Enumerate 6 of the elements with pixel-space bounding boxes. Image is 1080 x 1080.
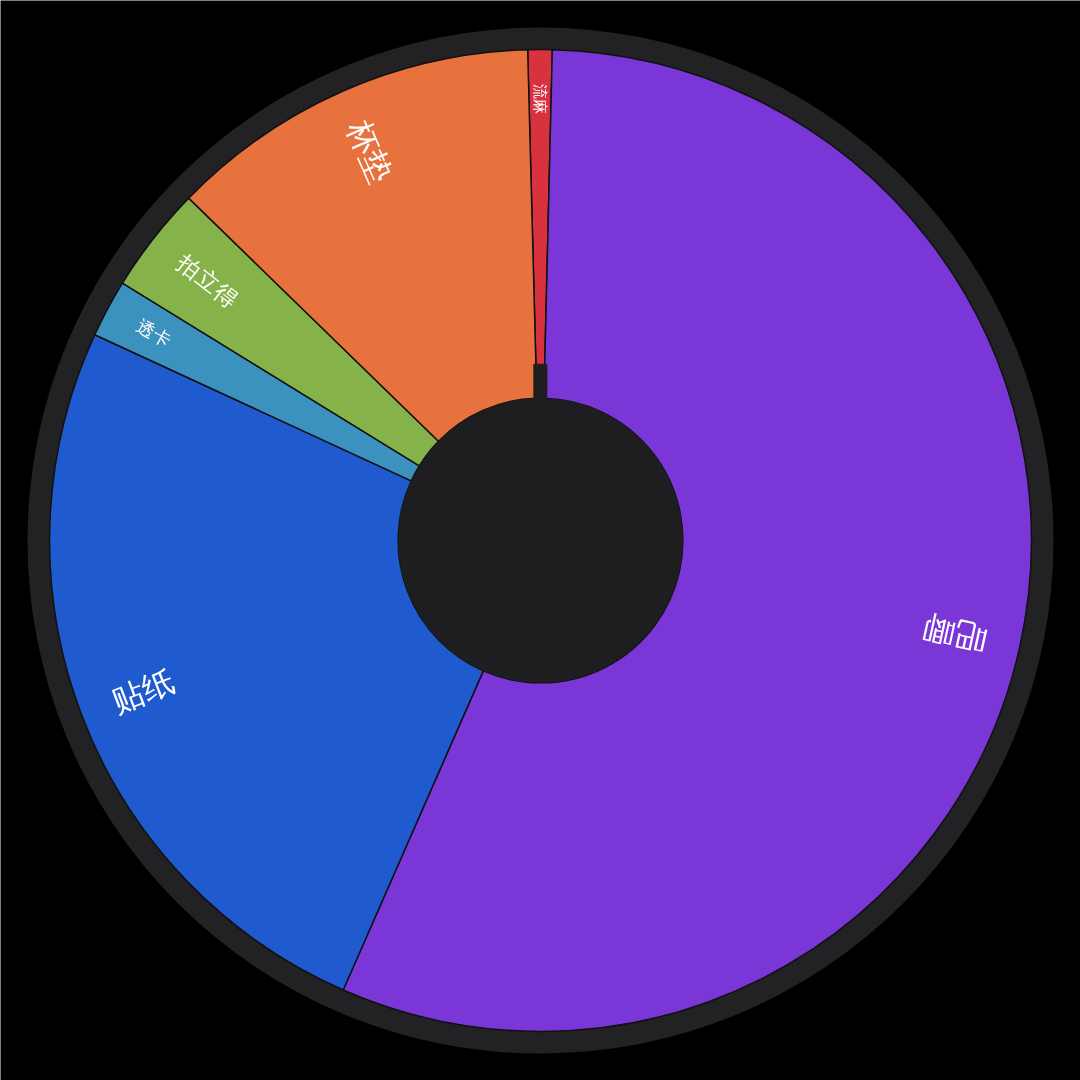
slice-label: 流麻 <box>531 83 550 114</box>
slice-label: 吧唧 <box>919 607 991 659</box>
slice-label: 贴纸 <box>106 661 181 721</box>
slice-label: 透卡 <box>133 315 175 352</box>
slice-label: 拍立得 <box>171 249 243 313</box>
slice-label: 杯垫 <box>339 113 401 189</box>
